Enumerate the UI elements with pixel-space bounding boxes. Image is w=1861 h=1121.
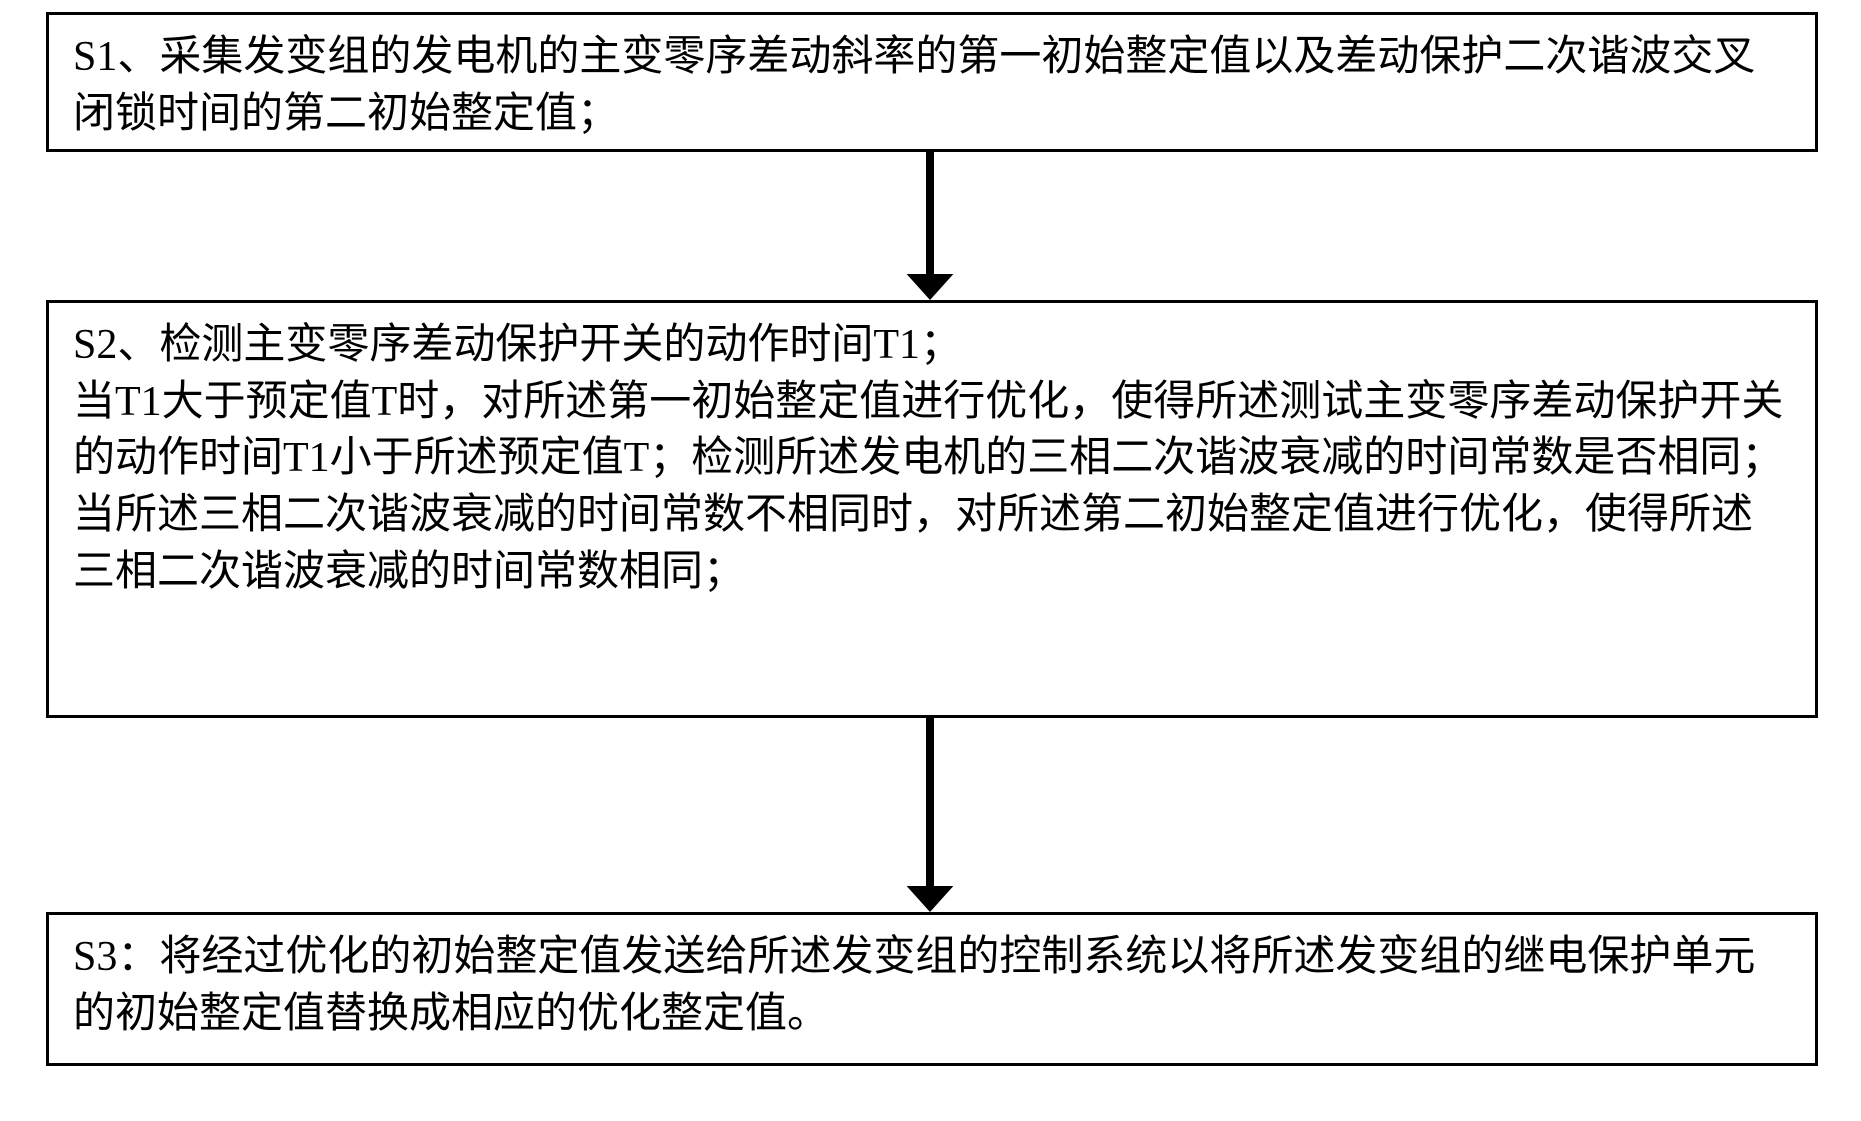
flowchart-canvas: S1、采集发变组的发电机的主变零序差动斜率的第一初始整定值以及差动保护二次谐波交…	[0, 0, 1861, 1121]
flow-node-s2: S2、检测主变零序差动保护开关的动作时间T1； 当T1大于预定值T时，对所述第一…	[46, 300, 1818, 718]
flow-node-s1-text: S1、采集发变组的发电机的主变零序差动斜率的第一初始整定值以及差动保护二次谐波交…	[73, 29, 1791, 142]
flow-node-s3: S3：将经过优化的初始整定值发送给所述发变组的控制系统以将所述发变组的继电保护单…	[46, 912, 1818, 1066]
flow-edge-s2-s3	[907, 718, 954, 912]
flow-node-s2-text: S2、检测主变零序差动保护开关的动作时间T1； 当T1大于预定值T时，对所述第一…	[73, 317, 1791, 600]
flow-edge-s1-s2	[907, 152, 954, 300]
flow-node-s3-text: S3：将经过优化的初始整定值发送给所述发变组的控制系统以将所述发变组的继电保护单…	[73, 929, 1791, 1042]
flow-node-s1: S1、采集发变组的发电机的主变零序差动斜率的第一初始整定值以及差动保护二次谐波交…	[46, 12, 1818, 152]
